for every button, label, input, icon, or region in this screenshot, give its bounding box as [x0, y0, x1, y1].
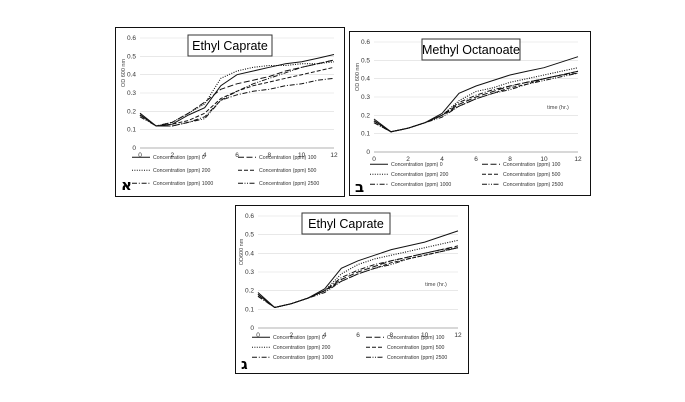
- x-tick-label: 6: [356, 332, 360, 339]
- y-tick-label: 0.2: [127, 108, 136, 115]
- y-tick-label: 0.6: [245, 213, 254, 220]
- y-axis-label: OD600 nm: [239, 238, 245, 265]
- legend-label: Concentration (ppm) 200: [273, 345, 330, 351]
- chart-panel-b: 0 0.1 0.2 0.3 0.4 0.5 0.6 0 2 4 6 8 10 12 OD 600 nm tim…: [349, 31, 591, 196]
- series-line: [139, 54, 335, 127]
- x-tick-label: 6: [235, 152, 239, 159]
- y-tick-label: 0.4: [127, 72, 136, 79]
- legend-label: Concentration (ppm) 100: [259, 155, 316, 161]
- chart-svg-c: 0 0.1 0.2 0.3 0.4 0.5 0.6 0 2 4 6 8 10 12 OD600 nm time…: [239, 212, 462, 373]
- y-axis-label: OD 600 nm: [355, 63, 361, 92]
- legend-label: Concentration (ppm) 2500: [503, 182, 563, 188]
- series-line: [139, 59, 335, 127]
- y-tick-label: 0.6: [361, 39, 370, 46]
- x-tick-label: 12: [574, 156, 582, 163]
- legend-label: Concentration (ppm) 2500: [387, 355, 447, 361]
- x-tick-label: 8: [268, 152, 272, 159]
- y-tick-label: 0.2: [245, 288, 254, 295]
- series-line: [257, 230, 459, 309]
- series-line: [257, 247, 459, 309]
- chart-title: Ethyl Caprate: [308, 217, 384, 231]
- y-tick-label: 0.2: [361, 112, 370, 119]
- chart-panel-a: 0 0.1 0.2 0.3 0.4 0.5 0.6 0 2 4 6 8 10 12 OD 600 nm Eth…: [115, 27, 345, 197]
- x-tick-label: 0: [372, 156, 376, 163]
- legend-label: Concentration (ppm) 500: [387, 345, 444, 351]
- y-tick-label: 0.5: [361, 57, 370, 64]
- series-line: [373, 70, 579, 133]
- x-axis-label: time (hr.): [547, 105, 569, 111]
- legend-label: Concentration (ppm) 200: [391, 172, 448, 178]
- series-line: [257, 247, 459, 309]
- x-tick-label: 10: [421, 332, 429, 339]
- y-tick-label: 0.5: [127, 53, 136, 60]
- x-tick-label: 10: [540, 156, 548, 163]
- series-line: [139, 61, 335, 127]
- y-tick-label: 0: [132, 145, 136, 152]
- legend-label: Concentration (ppm) 0: [153, 155, 205, 161]
- series-line: [139, 77, 335, 127]
- legend-label: Concentration (ppm) 200: [153, 168, 210, 174]
- y-tick-label: 0.4: [245, 250, 254, 257]
- chart-panel-c: 0 0.1 0.2 0.3 0.4 0.5 0.6 0 2 4 6 8 10 12 OD600 nm time…: [235, 205, 469, 374]
- x-tick-label: 0: [138, 152, 142, 159]
- legend-label: Concentration (ppm) 2500: [259, 181, 319, 187]
- legend-label: Concentration (ppm) 1000: [391, 182, 451, 188]
- legend-label: Concentration (ppm) 1000: [273, 355, 333, 361]
- y-tick-label: 0.4: [361, 76, 370, 83]
- x-tick-label: 12: [330, 152, 338, 159]
- x-tick-label: 4: [440, 156, 444, 163]
- x-tick-label: 8: [508, 156, 512, 163]
- series-line: [373, 72, 579, 133]
- legend-label: Concentration (ppm) 1000: [153, 181, 213, 187]
- series-line: [257, 239, 459, 309]
- x-tick-label: 2: [406, 156, 410, 163]
- y-tick-label: 0.1: [245, 306, 254, 313]
- chart-title-box: [301, 212, 391, 235]
- panel-letter: ג: [241, 355, 248, 373]
- chart-svg-a: 0 0.1 0.2 0.3 0.4 0.5 0.6 0 2 4 6 8 10 12 OD 600 nm Eth…: [121, 34, 338, 194]
- chart-title: Methyl Octanoate: [422, 43, 520, 57]
- y-tick-label: 0: [366, 149, 370, 156]
- x-tick-label: 10: [298, 152, 306, 159]
- x-tick-label: 0: [256, 332, 260, 339]
- x-tick-label: 2: [290, 332, 294, 339]
- chart-svg-b: 0 0.1 0.2 0.3 0.4 0.5 0.6 0 2 4 6 8 10 12 OD 600 nm tim…: [355, 38, 582, 195]
- legend-label: Concentration (ppm) 0: [391, 162, 443, 168]
- x-tick-label: 12: [454, 332, 462, 339]
- series-line: [139, 66, 335, 127]
- legend-label: Concentration (ppm) 0: [273, 335, 325, 341]
- chart-title: Ethyl Caprate: [192, 39, 268, 53]
- series-line: [257, 245, 459, 309]
- legend-label: Concentration (ppm) 500: [503, 172, 560, 178]
- y-tick-label: 0.3: [361, 94, 370, 101]
- series-line: [373, 70, 579, 133]
- y-tick-label: 0.1: [361, 131, 370, 138]
- x-tick-label: 2: [171, 152, 175, 159]
- y-tick-label: 0.3: [245, 269, 254, 276]
- x-tick-label: 6: [474, 156, 478, 163]
- x-tick-label: 4: [323, 332, 327, 339]
- chart-title-box: [421, 38, 521, 61]
- panel-letter: ב: [355, 178, 364, 195]
- series-line: [373, 67, 579, 133]
- legend-label: Concentration (ppm) 500: [259, 168, 316, 174]
- y-tick-label: 0.1: [127, 127, 136, 134]
- x-tick-label: 8: [390, 332, 394, 339]
- series-line: [373, 56, 579, 133]
- legend-label: Concentration (ppm) 100: [503, 162, 560, 168]
- y-tick-label: 0: [250, 325, 254, 332]
- legend-label: Concentration (ppm) 100: [387, 335, 444, 341]
- y-tick-label: 0.6: [127, 35, 136, 42]
- y-tick-label: 0.3: [127, 90, 136, 97]
- panel-letter: א: [121, 176, 132, 194]
- x-axis-label: time (hr.): [425, 282, 447, 288]
- x-tick-label: 4: [203, 152, 207, 159]
- chart-title-box: [187, 34, 273, 57]
- series-line: [257, 247, 459, 309]
- y-axis-label: OD 600 nm: [121, 59, 127, 88]
- series-line: [373, 72, 579, 133]
- y-tick-label: 0.5: [245, 232, 254, 239]
